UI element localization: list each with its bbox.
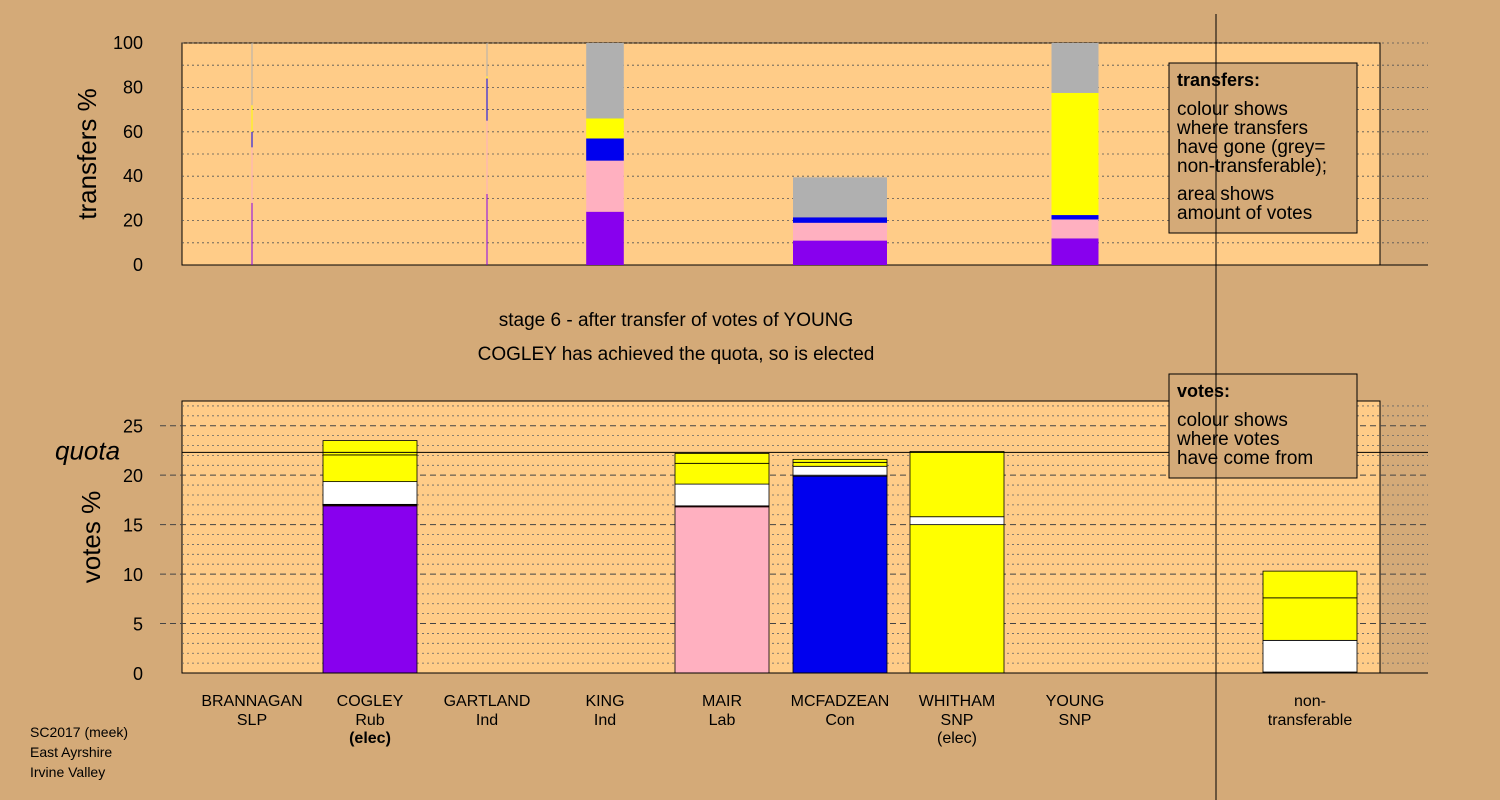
bottom-y-tick-label: 25 [123, 417, 143, 437]
votes-legend-line: have come from [1177, 448, 1313, 469]
transfer-segment [486, 78, 488, 121]
candidate-name: WHITHAM [919, 693, 995, 710]
transfer-segment [793, 222, 887, 241]
candidate-name: BRANNAGAN [201, 693, 302, 710]
vote-segment [322, 440, 418, 456]
vote-segment [674, 462, 770, 485]
candidate-party: Lab [709, 712, 736, 729]
candidate-name: non- [1294, 693, 1326, 710]
candidate-party: Ind [594, 712, 616, 729]
transfer-segment [1051, 219, 1099, 239]
quota-label: quota [55, 435, 120, 465]
votes-legend-line: colour shows [1177, 410, 1288, 431]
vote-segment [792, 461, 888, 467]
transfers-legend-line: amount of votes [1177, 203, 1312, 224]
transfer-segment [793, 177, 887, 218]
bottom-y-tick-label: 10 [123, 565, 143, 585]
transfers-legend-line: have gone (grey= [1177, 137, 1325, 158]
bottom-y-tick-label: 15 [123, 516, 143, 536]
transfers-legend-line: colour shows [1177, 99, 1288, 120]
candidate-party: SNP [1059, 712, 1092, 729]
candidate-party: Ind [476, 712, 498, 729]
footer-line: East Ayrshire [30, 744, 112, 760]
candidate-name: MCFADZEAN [791, 693, 890, 710]
candidate-name: KING [585, 693, 624, 710]
candidate-party: Rub [355, 712, 384, 729]
transfers-legend-line: where transfers [1176, 118, 1308, 139]
footer-line: Irvine Valley [30, 764, 105, 780]
transfer-segment [486, 193, 488, 265]
transfer-segment [486, 76, 488, 79]
election-status: COGLEY has achieved the quota, so is ele… [478, 344, 875, 365]
transfer-segment [586, 138, 624, 161]
transfer-segment [1051, 92, 1099, 216]
candidate-name: MAIR [702, 693, 742, 710]
candidate-name: GARTLAND [444, 693, 531, 710]
vote-segment [909, 451, 1005, 518]
transfer-segment [586, 211, 624, 265]
votes-legend-heading: votes: [1177, 381, 1230, 401]
transfer-segment [251, 202, 253, 265]
transfer-segment [1051, 238, 1099, 265]
vote-segment [792, 475, 888, 674]
transfer-segment [793, 240, 887, 265]
elected-note: (elec) [937, 730, 977, 747]
transfer-segment [251, 147, 253, 203]
candidate-name: COGLEY [337, 693, 404, 710]
transfer-segment [586, 118, 624, 139]
top-y-tick-label: 100 [113, 33, 143, 53]
vote-segment [322, 505, 418, 674]
top-y-tick-label: 40 [123, 166, 143, 186]
transfer-segment [486, 120, 488, 194]
vote-segment [674, 483, 770, 507]
top-y-tick-label: 0 [133, 255, 143, 275]
bottom-y-tick-label: 0 [133, 664, 143, 684]
transfer-segment [586, 43, 624, 119]
candidate-party: Con [825, 712, 854, 729]
vote-segment [322, 481, 418, 505]
vote-segment [909, 516, 1005, 526]
votes-legend-line: where votes [1176, 429, 1279, 450]
transfer-segment [251, 105, 253, 132]
top-y-tick-label: 20 [123, 211, 143, 231]
transfers-legend-heading: transfers: [1177, 70, 1260, 90]
bottom-axis-title: votes % [76, 491, 106, 584]
transfer-segment [586, 160, 624, 212]
vote-segment [792, 465, 888, 476]
transfers-legend: transfers: colour shows where transfers … [1168, 62, 1358, 234]
transfer-segment [1051, 215, 1099, 220]
vote-segment [1262, 570, 1358, 599]
elected-note: (elec) [349, 730, 391, 747]
bottom-y-tick-label: 20 [123, 466, 143, 486]
candidate-party: transferable [1268, 712, 1353, 729]
vote-segment [674, 453, 770, 464]
top-axis-title: transfers % [72, 88, 102, 220]
transfer-segment [1051, 43, 1099, 93]
vote-segment [1262, 597, 1358, 641]
vote-segment [1262, 639, 1358, 673]
top-y-tick-label: 60 [123, 122, 143, 142]
stage-description: stage 6 - after transfer of votes of YOU… [499, 310, 853, 331]
vote-segment [909, 524, 1005, 674]
candidate-party: SLP [237, 712, 267, 729]
votes-legend: votes: colour shows where votes have com… [1168, 373, 1358, 479]
transfer-segment [486, 43, 488, 77]
vote-segment [674, 506, 770, 674]
footer-line: SC2017 (meek) [30, 724, 128, 740]
vote-segment [322, 454, 418, 483]
transfer-segment [251, 43, 253, 106]
transfers-legend-line: non-transferable); [1177, 156, 1327, 177]
vote-segment [792, 458, 888, 463]
bottom-y-tick-label: 5 [133, 615, 143, 635]
transfers-legend-line: area shows [1177, 184, 1274, 205]
candidate-name: YOUNG [1046, 693, 1105, 710]
top-y-tick-label: 80 [123, 77, 143, 97]
transfer-segment [251, 131, 253, 148]
transfer-segment [793, 217, 887, 223]
candidate-party: SNP [941, 712, 974, 729]
